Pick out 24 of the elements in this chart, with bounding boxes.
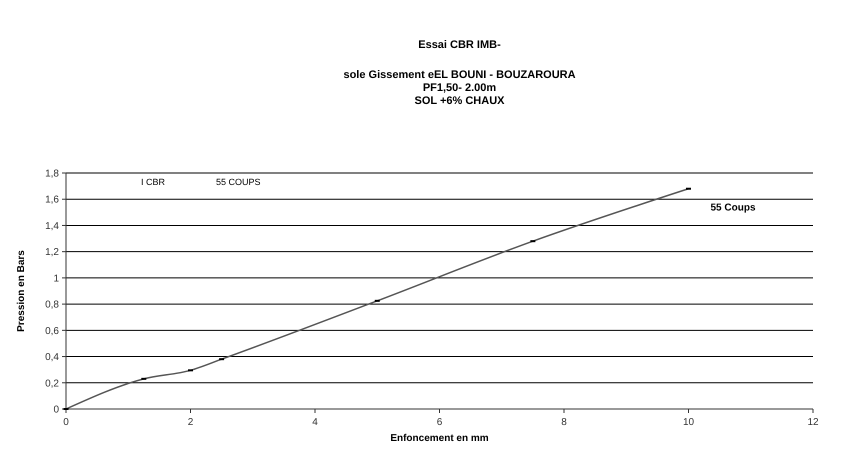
y-tick-label: 1,4 xyxy=(45,220,60,232)
x-tick-label: 4 xyxy=(312,417,318,428)
x-tick-label: 0 xyxy=(63,417,70,428)
x-tick-label: 12 xyxy=(807,417,819,428)
annotation: 55 COUPS xyxy=(216,177,261,187)
y-tick-label: 0,2 xyxy=(45,378,60,390)
y-tick-label: 0 xyxy=(53,404,60,416)
chart-subtitle: sole Gissement eEL BOUNI - BOUZAROURA PF1,50- 2.00m SOL +6% CHAUX xyxy=(343,69,576,107)
annotation: 55 Coups xyxy=(710,202,756,214)
chart-title: Essai CBR IMB- xyxy=(418,39,502,51)
y-tick-label: 0,4 xyxy=(45,352,60,364)
y-tick-label: 1,8 xyxy=(45,168,60,180)
annotation: I CBR xyxy=(141,177,166,187)
x-tick-label: 2 xyxy=(188,417,194,428)
x-axis-title: Enfoncement en mm xyxy=(390,433,489,444)
x-tick-label: 10 xyxy=(682,417,694,428)
x-tick-label: 8 xyxy=(561,417,568,428)
y-tick-label: 1,2 xyxy=(45,247,60,258)
y-tick-label: 1,6 xyxy=(45,194,60,206)
y-axis-title: Pression en Bars xyxy=(16,250,27,332)
y-tick-label: 0,8 xyxy=(45,300,60,311)
y-tick-label: 1 xyxy=(53,273,60,284)
x-tick-label: 6 xyxy=(436,417,443,428)
y-tick-label: 0,6 xyxy=(45,326,60,337)
